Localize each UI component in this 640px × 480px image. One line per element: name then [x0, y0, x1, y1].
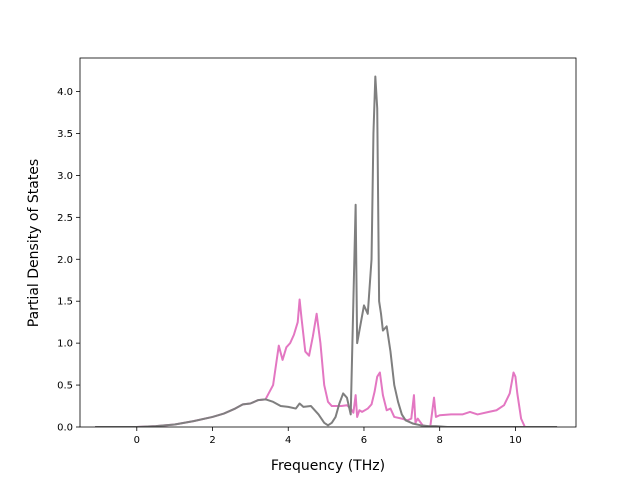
y-tick-label: 3.0 [57, 171, 73, 182]
y-axis-ticks: 0.0 0.5 1.0 1.5 2.0 2.5 3.0 3.5 4.0 [57, 87, 80, 434]
x-tick-label: 2 [209, 435, 215, 446]
plot-area [80, 58, 576, 427]
series-line-0 [95, 298, 558, 427]
x-tick-label: 10 [509, 435, 522, 446]
y-tick-label: 3.5 [57, 129, 73, 140]
x-tick-label: 0 [134, 435, 140, 446]
x-tick-label: 6 [361, 435, 367, 446]
series-line-1 [95, 75, 558, 427]
series-layer [95, 75, 558, 427]
y-tick-label: 1.5 [57, 297, 73, 308]
y-tick-label: 2.0 [57, 255, 73, 266]
plot-background [80, 58, 576, 427]
x-tick-label: 8 [437, 435, 443, 446]
y-tick-label: 0.0 [57, 423, 73, 434]
y-tick-label: 4.0 [57, 87, 73, 98]
y-axis-label: Partial Density of States [26, 159, 42, 327]
y-tick-label: 0.5 [57, 381, 73, 392]
y-tick-label: 1.0 [57, 339, 73, 350]
x-tick-label: 4 [285, 435, 291, 446]
y-tick-label: 2.5 [57, 213, 73, 224]
x-axis-label: Frequency (THz) [271, 458, 385, 474]
x-axis-ticks: 0 2 4 6 8 10 [134, 427, 522, 446]
plot-frame [79, 57, 577, 428]
